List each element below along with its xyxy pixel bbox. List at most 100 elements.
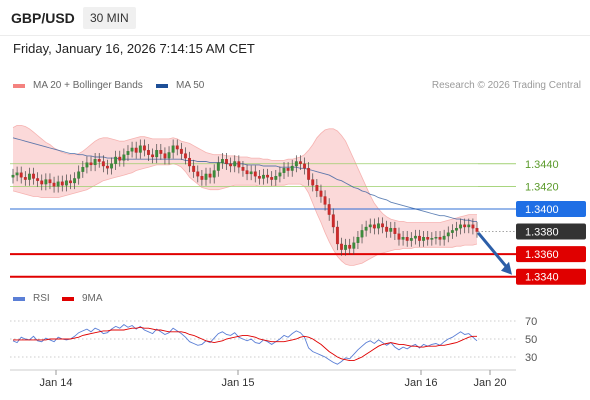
candle [155, 144, 159, 164]
candle-body [151, 154, 155, 158]
candle [196, 165, 200, 183]
timestamp: Friday, January 16, 2026 7:14:15 AM CET [13, 41, 255, 56]
candle-body [114, 156, 118, 164]
rsi-legend: RSI [13, 293, 50, 304]
candle [475, 221, 479, 238]
candle [303, 157, 306, 175]
candle [409, 232, 413, 247]
candle [319, 184, 323, 203]
candle-body [438, 237, 442, 240]
ma20-legend-label: MA 20 + Bollinger Bands [33, 80, 143, 91]
timeframe-button[interactable]: 30 MIN [83, 7, 136, 29]
candle [340, 237, 343, 256]
candle-body [175, 145, 179, 150]
candle-body [257, 176, 261, 179]
candle [381, 217, 384, 234]
candle [282, 162, 286, 180]
candle [89, 156, 93, 172]
candle-body [442, 235, 446, 240]
candle-body [208, 173, 212, 178]
candle-body [130, 147, 134, 152]
candle-body [331, 214, 335, 228]
candle [294, 155, 298, 173]
candle-body [348, 244, 352, 249]
candle-body [459, 224, 462, 229]
candle-body [19, 172, 23, 178]
bollinger-upper-line [12, 125, 477, 223]
candle-body [434, 237, 438, 239]
candle-body [138, 145, 142, 153]
candle [311, 173, 315, 192]
candle-body [171, 145, 175, 153]
ma20-legend: MA 20 + Bollinger Bands [13, 80, 143, 91]
candle-body [368, 224, 372, 228]
candle-body [237, 161, 241, 168]
candle-body [340, 243, 343, 250]
candle [299, 155, 302, 170]
candle-body [377, 223, 380, 229]
symbol-label: GBP/USD [11, 10, 75, 26]
ma9-legend: 9MA [62, 293, 103, 304]
candle-body [122, 154, 126, 161]
candle-body [294, 161, 298, 167]
candle-body [11, 174, 15, 178]
candle-body [360, 230, 364, 238]
candle [257, 169, 261, 185]
candle-body [69, 180, 72, 184]
candle-body [28, 173, 31, 180]
candle [56, 175, 60, 193]
candle [245, 164, 249, 181]
candle [249, 165, 253, 181]
level-tag-1-3360 [516, 246, 586, 263]
candle [212, 164, 216, 184]
candle-body [372, 224, 376, 229]
x-tick-label: Jan 16 [404, 377, 437, 389]
ma50-legend-label: MA 50 [176, 80, 205, 91]
candle [175, 139, 179, 156]
candle [69, 174, 72, 190]
candle-body [212, 170, 216, 178]
candle [220, 153, 224, 169]
candle-body [15, 172, 19, 176]
forecast-arrow [477, 232, 512, 275]
x-axis: Jan 14 Jan 15 Jan 16 Jan 20 [10, 369, 516, 389]
candle-body [106, 165, 109, 169]
candle-body [446, 232, 450, 237]
candle [377, 217, 380, 235]
candle-body [93, 159, 97, 166]
candle-body [188, 157, 191, 167]
candle [11, 168, 15, 184]
candle [286, 162, 290, 177]
candle [151, 148, 155, 164]
level-label-1-3420: 1.3420 [525, 181, 559, 193]
candle-body [85, 162, 89, 168]
candle-body [397, 233, 401, 240]
candle [167, 146, 171, 165]
candle-body [409, 238, 413, 241]
candle [418, 229, 421, 247]
candle-body [220, 159, 224, 163]
candle-body [147, 150, 150, 155]
candle-body [110, 163, 113, 169]
candle-body [101, 161, 105, 167]
candle-body [64, 180, 68, 186]
candle-body [286, 168, 290, 171]
candle [32, 167, 35, 185]
candle-body [475, 227, 479, 232]
level-tag-1-3380 [516, 223, 586, 240]
candle-body [405, 237, 409, 241]
candle-body [364, 226, 368, 231]
candle [73, 172, 77, 190]
candle [101, 155, 105, 173]
candle [19, 166, 23, 184]
candle-body [233, 161, 237, 167]
candle-body [430, 238, 434, 240]
candle-body [73, 178, 77, 184]
candle [77, 165, 81, 185]
candle-body [216, 162, 220, 171]
candle [44, 173, 48, 191]
candle-body [196, 171, 200, 177]
candle [463, 218, 467, 234]
candle [134, 141, 138, 159]
rsi-tick-70: 70 [525, 316, 537, 328]
